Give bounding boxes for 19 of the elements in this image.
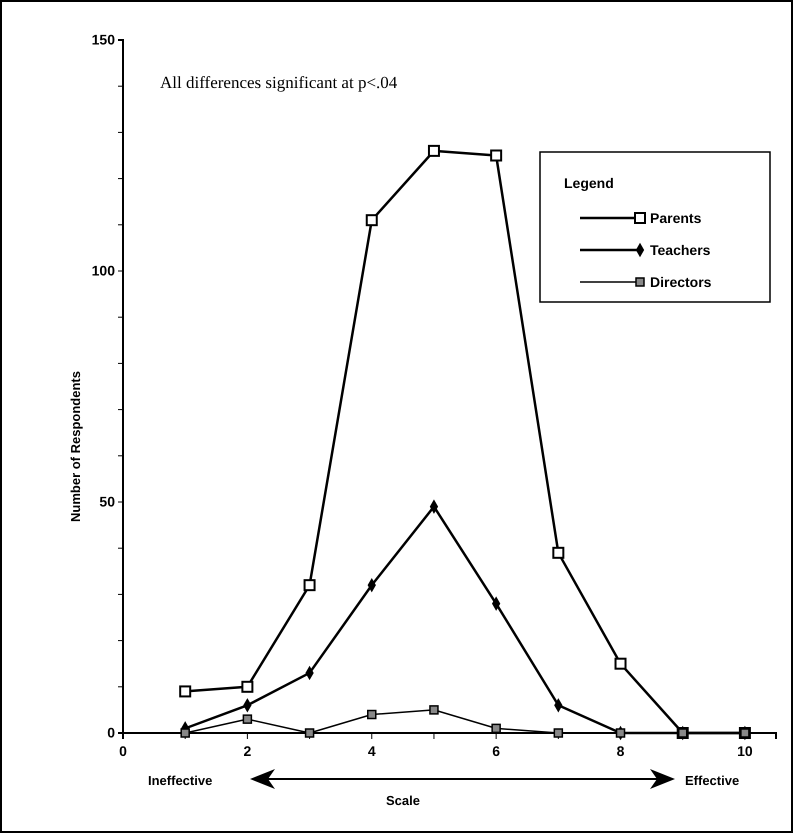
- text: Ineffective: [148, 773, 212, 788]
- x-tick-label: 6: [492, 743, 500, 759]
- x-tick-label: 4: [368, 743, 376, 759]
- legend-title: Legend: [564, 175, 614, 191]
- y-tick-label: 50: [99, 493, 116, 510]
- x-tick-label: 2: [243, 743, 252, 759]
- legend-label: Directors: [650, 274, 712, 290]
- y-tick-label: 0: [107, 724, 116, 740]
- text: Effective: [685, 773, 740, 788]
- annotation: All differences significant at p<.04: [160, 73, 398, 92]
- y-tick-label: 150: [92, 31, 116, 48]
- x-tick-label: 8: [616, 743, 625, 759]
- y-axis-title: Number of Respondents: [68, 371, 83, 522]
- legend-label: Teachers: [650, 242, 711, 258]
- y-tick-label: 100: [92, 262, 116, 278]
- x-axis-title: Scale: [386, 793, 420, 808]
- x-tick-label: 0: [119, 743, 128, 759]
- legend-label: Parents: [650, 210, 702, 226]
- x-tick-label: 10: [737, 743, 753, 759]
